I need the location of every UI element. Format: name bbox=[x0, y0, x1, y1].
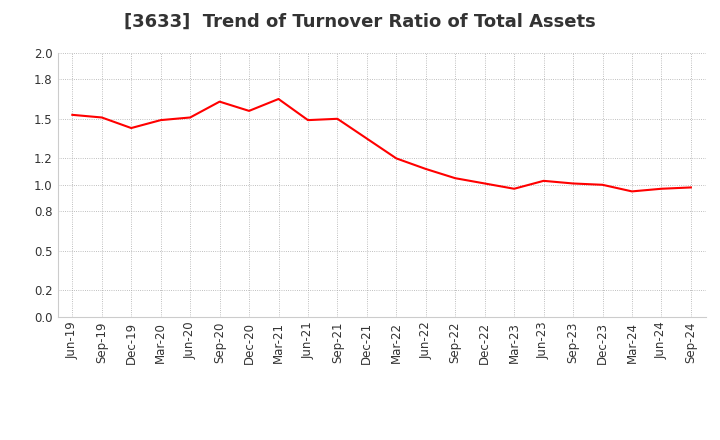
Text: [3633]  Trend of Turnover Ratio of Total Assets: [3633] Trend of Turnover Ratio of Total … bbox=[124, 13, 596, 31]
